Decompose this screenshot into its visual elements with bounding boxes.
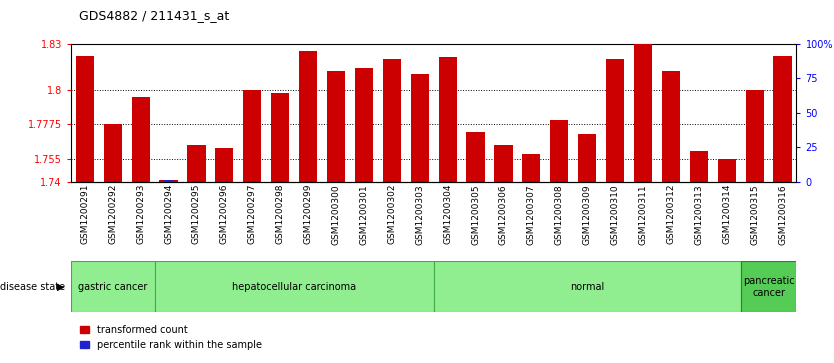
Bar	[751, 181, 759, 182]
Bar	[193, 181, 200, 182]
Text: GSM1200295: GSM1200295	[192, 184, 201, 244]
Bar	[103, 124, 122, 182]
Bar	[137, 181, 145, 182]
Text: hepatocellular carcinoma: hepatocellular carcinoma	[232, 282, 356, 292]
Bar	[522, 154, 540, 182]
Text: GSM1200296: GSM1200296	[220, 184, 229, 244]
Bar	[611, 181, 619, 182]
Bar	[471, 181, 480, 182]
Bar	[215, 148, 234, 182]
Bar	[299, 51, 317, 182]
Bar	[154, 261, 434, 312]
Bar	[746, 90, 764, 182]
Bar	[220, 181, 229, 182]
Bar	[717, 159, 736, 182]
Bar	[778, 181, 786, 182]
Bar	[466, 132, 485, 182]
Bar	[388, 181, 396, 182]
Bar	[276, 181, 284, 182]
Text: GSM1200294: GSM1200294	[164, 184, 173, 244]
Bar	[722, 181, 731, 182]
Text: disease state: disease state	[0, 282, 65, 292]
Bar	[383, 59, 401, 182]
Text: GSM1200316: GSM1200316	[778, 184, 787, 245]
Bar	[495, 145, 513, 182]
Text: GSM1200311: GSM1200311	[639, 184, 647, 245]
Bar	[690, 151, 708, 182]
Bar	[667, 181, 675, 182]
Text: GSM1200291: GSM1200291	[80, 184, 89, 244]
Bar	[332, 181, 340, 182]
Text: GSM1200315: GSM1200315	[750, 184, 759, 245]
Bar	[71, 261, 154, 312]
Text: GSM1200297: GSM1200297	[248, 184, 257, 244]
Bar	[500, 181, 508, 182]
Text: GSM1200309: GSM1200309	[583, 184, 591, 245]
Bar	[249, 181, 256, 182]
Bar	[555, 181, 563, 182]
Legend: transformed count, percentile rank within the sample: transformed count, percentile rank withi…	[76, 321, 266, 354]
Bar	[634, 44, 652, 182]
Text: gastric cancer: gastric cancer	[78, 282, 148, 292]
Bar	[271, 93, 289, 182]
Bar	[444, 181, 452, 182]
Text: GSM1200304: GSM1200304	[443, 184, 452, 244]
Bar	[583, 181, 591, 182]
Bar	[304, 181, 312, 182]
Text: GSM1200302: GSM1200302	[387, 184, 396, 244]
Bar	[578, 134, 596, 182]
Bar	[188, 145, 205, 182]
Text: GSM1200306: GSM1200306	[499, 184, 508, 245]
Text: GDS4882 / 211431_s_at: GDS4882 / 211431_s_at	[79, 9, 229, 22]
Text: GSM1200313: GSM1200313	[694, 184, 703, 245]
Text: GSM1200293: GSM1200293	[136, 184, 145, 244]
Bar	[132, 97, 150, 182]
Bar	[550, 120, 568, 182]
Bar	[164, 180, 173, 182]
Bar	[606, 59, 624, 182]
Text: normal: normal	[570, 282, 605, 292]
Bar	[410, 74, 429, 182]
Text: GSM1200292: GSM1200292	[108, 184, 118, 244]
Bar	[434, 261, 741, 312]
Bar	[741, 261, 796, 312]
Bar	[81, 181, 89, 182]
Bar	[108, 181, 117, 182]
Text: GSM1200307: GSM1200307	[527, 184, 536, 245]
Text: pancreatic
cancer: pancreatic cancer	[743, 276, 794, 298]
Text: GSM1200300: GSM1200300	[331, 184, 340, 245]
Bar	[439, 57, 457, 182]
Bar	[662, 71, 680, 182]
Text: GSM1200310: GSM1200310	[610, 184, 620, 245]
Bar	[639, 181, 647, 182]
Text: GSM1200312: GSM1200312	[666, 184, 676, 244]
Bar	[527, 181, 535, 182]
Text: GSM1200305: GSM1200305	[471, 184, 480, 245]
Text: GSM1200298: GSM1200298	[276, 184, 284, 244]
Bar	[354, 68, 373, 182]
Bar	[327, 71, 345, 182]
Bar	[244, 90, 261, 182]
Text: GSM1200299: GSM1200299	[304, 184, 313, 244]
Text: GSM1200308: GSM1200308	[555, 184, 564, 245]
Bar	[159, 180, 178, 182]
Text: GSM1200303: GSM1200303	[415, 184, 425, 245]
Bar	[773, 56, 791, 182]
Bar	[359, 181, 368, 182]
Bar	[76, 56, 94, 182]
Text: ▶: ▶	[57, 282, 64, 292]
Text: GSM1200301: GSM1200301	[359, 184, 369, 245]
Bar	[415, 181, 424, 182]
Bar	[695, 181, 703, 182]
Text: GSM1200314: GSM1200314	[722, 184, 731, 244]
